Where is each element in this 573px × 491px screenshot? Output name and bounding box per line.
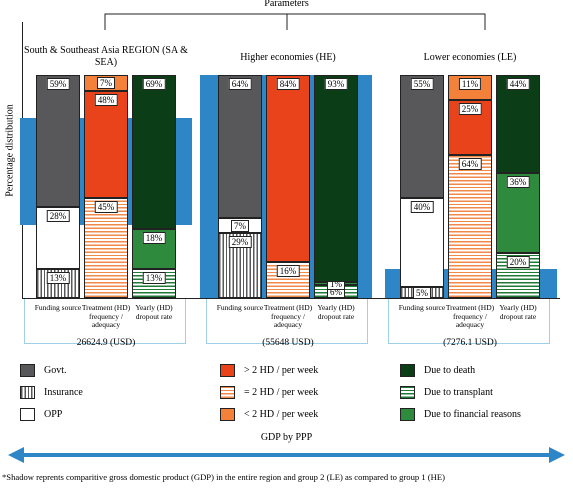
gdp-label: (55648 USD)	[262, 338, 314, 348]
bar-segment	[132, 75, 176, 229]
value-label: 7%	[231, 220, 249, 233]
value-label: 69%	[142, 78, 166, 90]
legend-swatch	[20, 364, 35, 377]
bar-segment	[84, 197, 128, 298]
bar-segment	[496, 253, 540, 298]
bar-segment	[266, 75, 310, 263]
value-label: 25%	[458, 102, 482, 115]
value-label: 16%	[276, 265, 300, 278]
bar-label: Treatment (HD) frequency / adequacy	[263, 303, 313, 329]
value-label: 20%	[506, 256, 530, 269]
value-label: 7%	[97, 77, 115, 90]
legend-swatch	[20, 408, 35, 421]
value-label: 84%	[276, 78, 300, 90]
bar-label: Funding source	[398, 303, 446, 312]
value-label: 64%	[458, 158, 482, 171]
group-title: Lower economies (LE)	[423, 52, 517, 63]
value-label: 11%	[458, 78, 482, 90]
legend-label: Insurance	[44, 387, 83, 398]
bar-label: Yearly (HD) dropout rate	[317, 303, 355, 321]
legend-swatch	[400, 364, 415, 377]
legend-label: = 2 HD / per week	[244, 387, 319, 398]
footnote: *Shadow reprents comparitive gross domes…	[2, 472, 445, 482]
legend-swatch	[400, 386, 415, 399]
gdp-label: 26624.9 (USD)	[76, 338, 136, 348]
value-label: 29%	[228, 236, 252, 249]
bar-label: Funding source	[216, 303, 264, 312]
value-label: 59%	[46, 78, 70, 90]
legend-swatch	[220, 364, 235, 377]
value-label: 28%	[46, 209, 70, 222]
legend-label: OPP	[44, 409, 63, 420]
chart-title: Parameters	[264, 0, 309, 9]
arrow-head	[549, 447, 565, 463]
value-label: 36%	[506, 176, 530, 189]
legend-label: > 2 HD / per week	[244, 365, 319, 376]
x-axis-label: GDP by PPP	[260, 432, 313, 443]
bar-segment	[314, 75, 358, 283]
bar-label: Treatment (HD) frequency / adequacy	[81, 303, 131, 329]
value-label: 45%	[94, 200, 118, 213]
value-label: 64%	[228, 78, 252, 90]
bar-segment	[36, 206, 80, 269]
value-label: 40%	[410, 200, 434, 213]
bar-segment	[496, 75, 540, 174]
group-title: Higher economies (HE)	[240, 52, 336, 63]
legend-label: Govt.	[44, 365, 67, 376]
y-axis-label: Percentage distribution	[4, 104, 16, 197]
gdp-label: (7276.1 USD)	[443, 338, 497, 348]
group-title: South & Southeast Asia REGION (SA & SEA)	[24, 45, 188, 68]
bar-segment	[448, 155, 492, 298]
bar-label: Funding source	[34, 303, 82, 312]
bar-segment	[36, 75, 80, 207]
legend-label: < 2 HD / per week	[244, 409, 319, 420]
bar-segment	[84, 90, 128, 198]
legend-label: Due to death	[424, 365, 476, 376]
value-label: 13%	[46, 272, 70, 284]
legend-label: Due to transplant	[424, 387, 493, 398]
value-label: 55%	[410, 78, 434, 90]
legend-label: Due to financial reasons	[424, 409, 521, 420]
value-label: 44%	[506, 78, 530, 90]
bracket	[104, 13, 486, 30]
value-label: 48%	[94, 93, 118, 106]
baseline	[22, 298, 560, 299]
bar-segment	[218, 75, 262, 218]
value-label: 93%	[324, 78, 348, 90]
arrow-head	[8, 447, 24, 463]
legend-swatch	[20, 386, 35, 399]
bar-label: Yearly (HD) dropout rate	[135, 303, 173, 321]
bar-segment	[400, 75, 444, 198]
bar-label: Treatment (HD) frequency / adequacy	[445, 303, 495, 329]
value-label: 18%	[142, 231, 166, 244]
legend-swatch	[220, 408, 235, 421]
bar-segment	[132, 228, 176, 269]
legend-swatch	[220, 386, 235, 399]
bar-label: Yearly (HD) dropout rate	[499, 303, 537, 321]
value-label: 13%	[142, 272, 166, 284]
legend-swatch	[400, 408, 415, 421]
